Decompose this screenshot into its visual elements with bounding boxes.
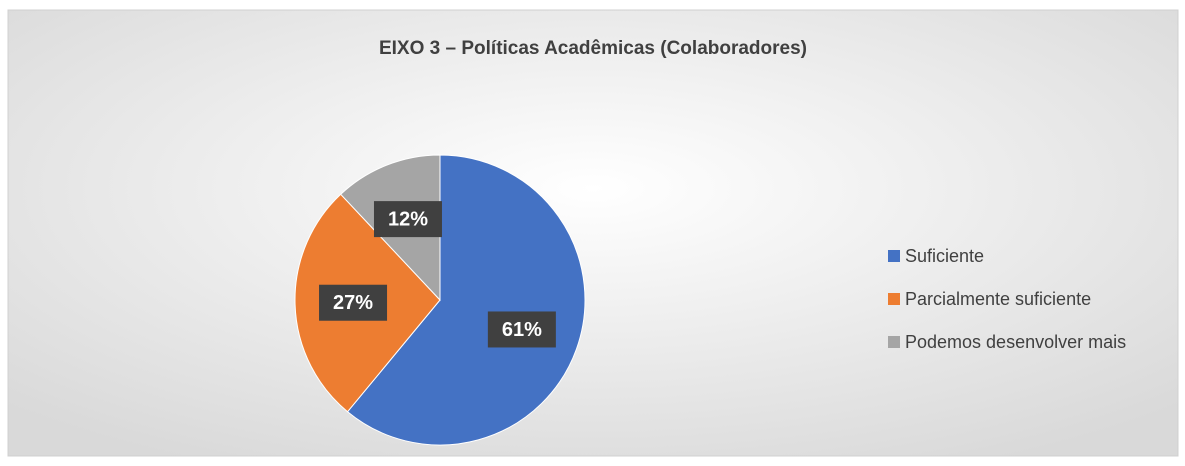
- data-label: 61%: [502, 319, 542, 341]
- pie-slice: [346, 154, 586, 446]
- legend: Suficiente Parcialmente suficiente Podemos…: [888, 246, 1126, 352]
- pie: 61% 27% 12%: [294, 154, 586, 446]
- data-label-box: [487, 311, 556, 348]
- legend-swatch: [888, 336, 900, 348]
- data-label-box: [319, 284, 388, 321]
- chart-title: EIXO 3 – Políticas Acadêmicas (Colaborad…: [379, 38, 807, 59]
- legend-label: Podemos desenvolver mais: [905, 332, 1126, 352]
- legend-label: Suficiente: [905, 246, 984, 266]
- data-label: 12%: [388, 208, 428, 230]
- chart-background: [7, 9, 1179, 457]
- data-label-box: [373, 201, 442, 238]
- legend-swatch: [888, 250, 900, 262]
- legend-swatch: [888, 293, 900, 305]
- legend-label: Parcialmente suficiente: [905, 289, 1091, 309]
- data-label: 27%: [333, 292, 373, 314]
